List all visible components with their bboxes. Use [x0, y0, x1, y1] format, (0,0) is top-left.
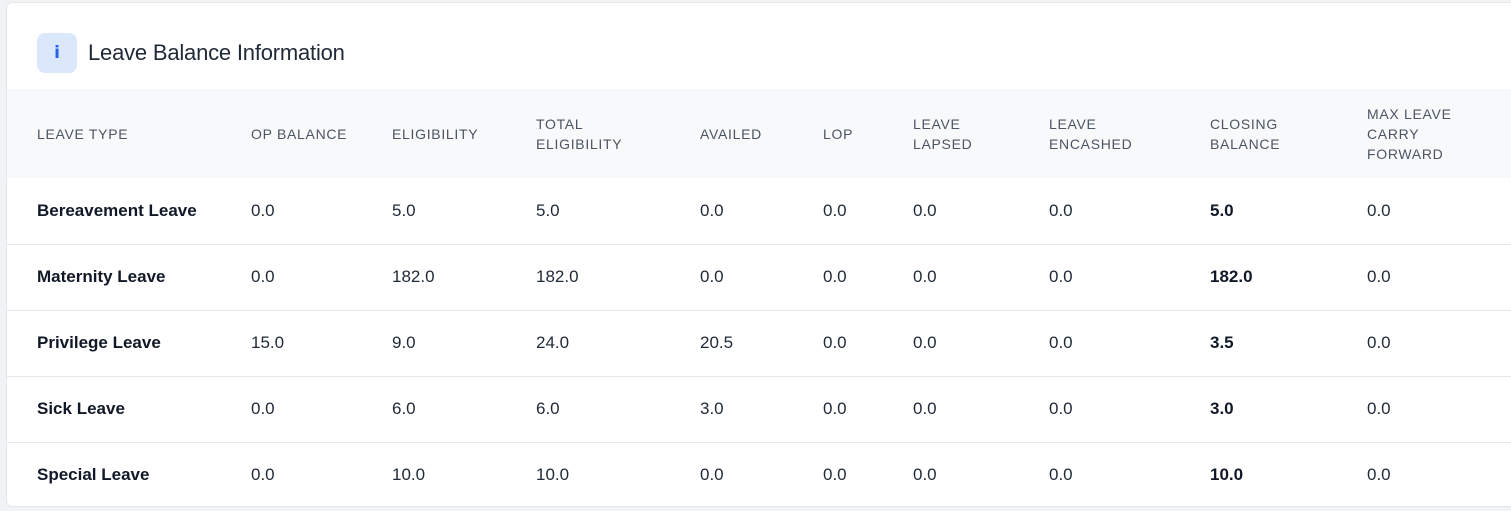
- lop-cell: 0.0: [823, 200, 847, 220]
- table-row: Privilege Leave 15.0 9.0 24.0 20.5 0.0 0.0 0.0 3…: [7, 310, 1511, 376]
- column-header-closing-balance: CLOSING BALANCE: [1210, 115, 1281, 152]
- leave-lapsed-cell: 0.0: [913, 333, 937, 352]
- closing-balance-cell: 3.5: [1210, 333, 1234, 352]
- lop-cell: 0.0: [823, 465, 847, 485]
- leave-type-cell: Maternity Leave: [37, 267, 166, 286]
- closing-balance-cell: 182.0: [1210, 267, 1253, 286]
- table-row: Sick Leave 0.0 6.0 6.0 3.0 0.0 0.0 0.0 3.0 0.0: [7, 376, 1511, 442]
- total-eligibility-cell: 24.0: [536, 333, 570, 352]
- leave-encashed-cell: 0.0: [1049, 333, 1073, 352]
- column-header-leave-type: LEAVE TYPE: [37, 125, 129, 142]
- op-balance-cell: 0.0: [251, 465, 275, 485]
- leave-encashed-cell: 0.0: [1049, 267, 1073, 286]
- info-icon: i: [37, 33, 77, 73]
- total-eligibility-cell: 10.0: [536, 465, 570, 485]
- closing-balance-cell: 10.0: [1210, 465, 1244, 485]
- leave-type-cell: Bereavement Leave: [37, 200, 197, 220]
- closing-balance-cell: 3.0: [1210, 399, 1234, 418]
- table-row: Maternity Leave 0.0 182.0 182.0 0.0 0.0 0.0 0.0…: [7, 244, 1511, 310]
- op-balance-cell: 0.0: [251, 200, 275, 220]
- leave-type-cell: Privilege Leave: [37, 333, 161, 352]
- eligibility-cell: 6.0: [392, 399, 416, 418]
- card-header: i Leave Balance Information: [37, 33, 345, 73]
- leave-type-cell: Special Leave: [37, 465, 150, 485]
- leave-balance-table: LEAVE TYPE OP BALANCE ELIGIBILITY TOTAL …: [7, 89, 1511, 506]
- total-eligibility-cell: 182.0: [536, 267, 579, 286]
- op-balance-cell: 0.0: [251, 267, 275, 286]
- card-title: Leave Balance Information: [88, 40, 345, 65]
- availed-cell: 0.0: [700, 200, 724, 220]
- column-header-availed: AVAILED: [700, 125, 762, 142]
- lop-cell: 0.0: [823, 399, 847, 418]
- eligibility-cell: 5.0: [392, 200, 416, 220]
- column-header-leave-encashed: LEAVE ENCASHED: [1049, 115, 1133, 152]
- max-leave-carry-forward-cell: 0.0: [1367, 399, 1391, 418]
- leave-lapsed-cell: 0.0: [913, 267, 937, 286]
- max-leave-carry-forward-cell: 0.0: [1367, 267, 1391, 286]
- lop-cell: 0.0: [823, 333, 847, 352]
- column-header-lop: LOP: [823, 125, 854, 142]
- availed-cell: 0.0: [700, 267, 724, 286]
- leave-lapsed-cell: 0.0: [913, 200, 937, 220]
- leave-encashed-cell: 0.0: [1049, 399, 1073, 418]
- total-eligibility-cell: 5.0: [536, 200, 560, 220]
- leave-type-cell: Sick Leave: [37, 399, 125, 418]
- max-leave-carry-forward-cell: 0.0: [1367, 200, 1391, 220]
- leave-encashed-cell: 0.0: [1049, 200, 1073, 220]
- max-leave-carry-forward-cell: 0.0: [1367, 465, 1391, 485]
- leave-encashed-cell: 0.0: [1049, 465, 1073, 485]
- max-leave-carry-forward-cell: 0.0: [1367, 333, 1391, 352]
- eligibility-cell: 182.0: [392, 267, 435, 286]
- column-header-leave-lapsed: LEAVE LAPSED: [913, 115, 973, 152]
- table-body: Bereavement Leave 0.0 5.0 5.0 0.0 0.0 0.0 0.0 5.…: [7, 178, 1511, 506]
- total-eligibility-cell: 6.0: [536, 399, 560, 418]
- availed-cell: 3.0: [700, 399, 724, 418]
- availed-cell: 0.0: [700, 465, 724, 485]
- availed-cell: 20.5: [700, 333, 734, 352]
- table-row: Special Leave 0.0 10.0 10.0 0.0 0.0 0.0 0.0 10.0…: [7, 442, 1511, 506]
- column-header-op-balance: OP BALANCE: [251, 125, 348, 142]
- column-header-max-leave-carry-forward: MAX LEAVE CARRY FORWARD: [1367, 105, 1452, 162]
- op-balance-cell: 15.0: [251, 333, 285, 352]
- leave-lapsed-cell: 0.0: [913, 399, 937, 418]
- lop-cell: 0.0: [823, 267, 847, 286]
- info-icon-glyph: i: [54, 43, 60, 63]
- table-row: Bereavement Leave 0.0 5.0 5.0 0.0 0.0 0.0 0.0 5.…: [7, 178, 1511, 244]
- column-header-eligibility: ELIGIBILITY: [392, 125, 479, 142]
- leave-lapsed-cell: 0.0: [913, 465, 937, 485]
- op-balance-cell: 0.0: [251, 399, 275, 418]
- column-header-total-eligibility: TOTAL ELIGIBILITY: [536, 115, 623, 152]
- eligibility-cell: 9.0: [392, 333, 416, 352]
- eligibility-cell: 10.0: [392, 465, 426, 485]
- closing-balance-cell: 5.0: [1210, 200, 1234, 220]
- leave-balance-card: i Leave Balance Information LEAVE TYPE O…: [6, 2, 1511, 507]
- table-header-row: LEAVE TYPE OP BALANCE ELIGIBILITY TOTAL …: [7, 89, 1511, 178]
